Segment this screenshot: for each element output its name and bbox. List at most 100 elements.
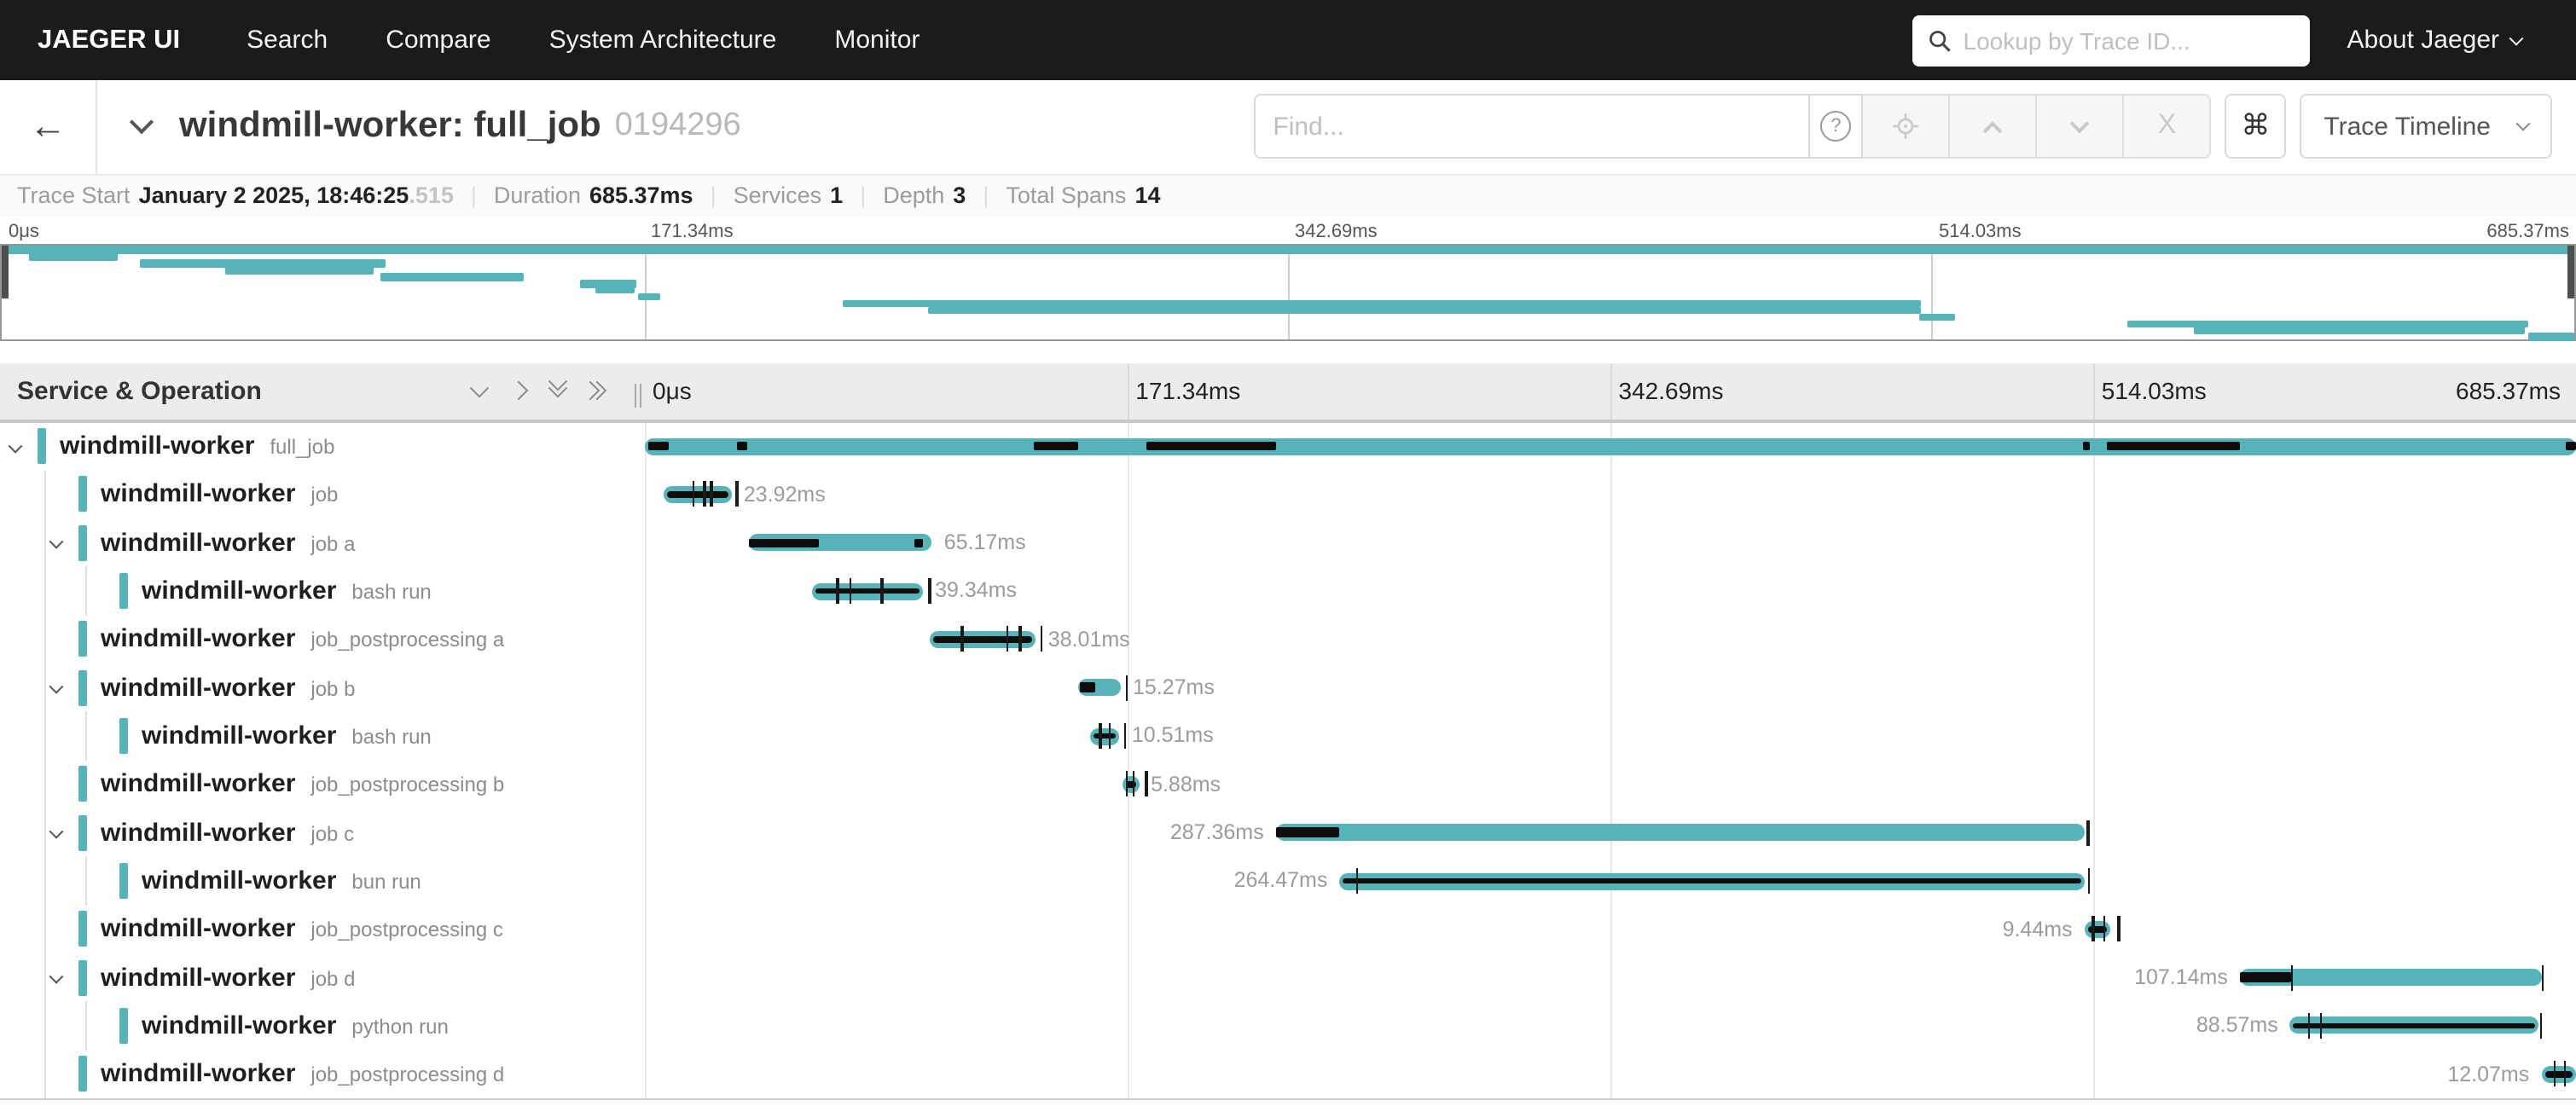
span-row-timeline-cell[interactable]: 10.51ms bbox=[644, 712, 2576, 761]
span-row-label-cell[interactable]: windmill-workerjob_postprocessing b bbox=[0, 760, 644, 808]
span-row[interactable]: windmill-workerjob b 15.27ms bbox=[0, 663, 2576, 712]
span-row-timeline-cell[interactable]: 65.17ms bbox=[644, 518, 2576, 567]
minimap-right-scrubber-handle[interactable] bbox=[2567, 245, 2574, 298]
nav-item-system-architecture[interactable]: System Architecture bbox=[520, 26, 806, 55]
span-service-name: windmill-workerjob c bbox=[101, 818, 354, 847]
span-row[interactable]: windmill-workerjob a65.17ms bbox=[0, 518, 2576, 567]
prev-match-button[interactable] bbox=[1950, 95, 2037, 159]
span-duration-label: 12.07ms bbox=[2447, 1062, 2529, 1086]
span-row[interactable]: windmill-workerjob23.92ms bbox=[0, 471, 2576, 519]
question-circle-icon: ? bbox=[1820, 112, 1851, 142]
span-row-timeline-cell[interactable]: 5.88ms bbox=[644, 760, 2576, 808]
log-marker bbox=[881, 578, 884, 604]
collapse-one-button[interactable] bbox=[472, 384, 485, 397]
span-row-label-cell[interactable]: windmill-workerfull_job bbox=[0, 422, 644, 471]
span-row[interactable]: windmill-workerbash run10.51ms bbox=[0, 712, 2576, 761]
span-row-label-cell[interactable]: windmill-workerjob c bbox=[0, 808, 644, 857]
nav-item-compare[interactable]: Compare bbox=[357, 26, 519, 55]
span-row-label-cell[interactable]: windmill-workerjob_postprocessing c bbox=[0, 905, 644, 953]
span-row[interactable]: windmill-workerjob_postprocessing d 12.07… bbox=[0, 1050, 2576, 1098]
column-resizer-handle[interactable] bbox=[634, 383, 641, 407]
find-input[interactable] bbox=[1254, 95, 1808, 159]
find-help-button[interactable]: ? bbox=[1808, 95, 1863, 159]
span-row-timeline-cell[interactable]: 107.14ms bbox=[644, 953, 2576, 1002]
expand-collapse-chevron[interactable] bbox=[51, 528, 61, 559]
span-row-label-cell[interactable]: windmill-workerbun run bbox=[0, 857, 644, 906]
jaeger-trace-page: JAEGER UI SearchCompareSystem Architectu… bbox=[0, 0, 2576, 1112]
span-row-timeline-cell[interactable]: 38.01ms bbox=[644, 616, 2576, 664]
expand-one-button[interactable] bbox=[511, 384, 525, 397]
span-bar[interactable] bbox=[1123, 776, 1139, 793]
span-bar[interactable] bbox=[748, 535, 931, 552]
span-row-label-cell[interactable]: windmill-workerjob d bbox=[0, 953, 644, 1002]
span-row-label-cell[interactable]: windmill-workerjob bbox=[0, 471, 644, 519]
trace-id-search-input[interactable] bbox=[1964, 26, 2295, 54]
span-row-timeline-cell[interactable]: 15.27ms bbox=[644, 663, 2576, 712]
span-row[interactable]: windmill-workerbash run39.34ms bbox=[0, 567, 2576, 616]
span-row-timeline-cell[interactable]: 23.92ms bbox=[644, 471, 2576, 519]
span-row-timeline-cell[interactable]: 88.57ms bbox=[644, 1002, 2576, 1051]
about-jaeger-menu[interactable]: About Jaeger bbox=[2347, 26, 2521, 55]
span-row-label-cell[interactable]: windmill-workerjob b bbox=[0, 663, 644, 712]
span-row-timeline-cell[interactable]: 264.47ms bbox=[644, 857, 2576, 906]
span-row-label-cell[interactable]: windmill-workerbash run bbox=[0, 567, 644, 616]
span-service-name: windmill-workerjob b bbox=[101, 673, 355, 702]
minimap[interactable] bbox=[0, 243, 2576, 341]
span-row-timeline-cell[interactable]: 287.36ms bbox=[644, 808, 2576, 857]
span-row-label-cell[interactable]: windmill-workerpython run bbox=[0, 1002, 644, 1051]
span-row[interactable]: windmill-workerbun run264.47ms bbox=[0, 857, 2576, 906]
expand-all-button[interactable] bbox=[589, 384, 603, 397]
jaeger-brand[interactable]: JAEGER UI bbox=[24, 25, 194, 55]
span-bar[interactable] bbox=[1276, 824, 2086, 841]
nav-item-monitor[interactable]: Monitor bbox=[805, 26, 949, 55]
span-color-bar bbox=[78, 912, 87, 947]
view-selector-dropdown[interactable]: Trace Timeline bbox=[2300, 95, 2552, 159]
span-row-label-cell[interactable]: windmill-workerjob_postprocessing d bbox=[0, 1050, 644, 1098]
span-bar[interactable] bbox=[2290, 1017, 2539, 1034]
span-row-timeline-cell[interactable] bbox=[644, 422, 2576, 471]
span-bar[interactable] bbox=[1077, 680, 1121, 697]
indent-guide bbox=[44, 471, 45, 519]
expand-collapse-chevron[interactable] bbox=[51, 672, 61, 703]
expand-collapse-chevron[interactable] bbox=[10, 431, 20, 461]
span-row-timeline-cell[interactable]: 9.44ms bbox=[644, 905, 2576, 953]
span-bar[interactable] bbox=[664, 486, 732, 503]
span-bar[interactable] bbox=[1090, 727, 1120, 744]
span-service-name: windmill-workerjob_postprocessing c bbox=[101, 915, 503, 944]
expand-collapse-chevron[interactable] bbox=[51, 962, 61, 993]
span-bar[interactable] bbox=[812, 582, 923, 599]
back-button[interactable]: ← bbox=[0, 80, 97, 173]
span-row[interactable]: windmill-workerjob c 287.36ms bbox=[0, 808, 2576, 857]
span-row[interactable]: windmill-workerjob_postprocessing b5.88m… bbox=[0, 760, 2576, 808]
log-marker bbox=[711, 482, 713, 507]
nav-item-search[interactable]: Search bbox=[218, 26, 357, 55]
locate-match-button[interactable] bbox=[1863, 95, 1950, 159]
span-row[interactable]: windmill-workerjob_postprocessing a38.01… bbox=[0, 616, 2576, 664]
next-match-button[interactable] bbox=[2037, 95, 2124, 159]
chevron-down-icon bbox=[49, 535, 64, 549]
trace-id-search[interactable] bbox=[1912, 14, 2310, 66]
span-row[interactable]: windmill-workerpython run88.57ms bbox=[0, 1002, 2576, 1051]
span-row[interactable]: windmill-workerjob_postprocessing c 9.44m… bbox=[0, 905, 2576, 953]
spacer bbox=[0, 341, 2576, 362]
span-row-timeline-cell[interactable]: 39.34ms bbox=[644, 567, 2576, 616]
span-bar[interactable] bbox=[2541, 1066, 2576, 1083]
span-row-label-cell[interactable]: windmill-workerjob a bbox=[0, 518, 644, 567]
span-row[interactable]: windmill-workerfull_job bbox=[0, 422, 2576, 471]
keyboard-shortcuts-button[interactable]: ⌘ bbox=[2225, 95, 2286, 159]
expand-collapse-chevron[interactable] bbox=[51, 817, 61, 848]
span-row[interactable]: windmill-workerjob d107.14ms bbox=[0, 953, 2576, 1002]
span-bar[interactable] bbox=[1339, 872, 2085, 889]
span-row-label-cell[interactable]: windmill-workerjob_postprocessing a bbox=[0, 616, 644, 664]
span-row-label-cell[interactable]: windmill-workerbash run bbox=[0, 712, 644, 761]
span-bar[interactable] bbox=[2085, 921, 2111, 938]
span-row-timeline-cell[interactable]: 12.07ms bbox=[644, 1050, 2576, 1098]
minimap-left-scrubber-handle[interactable] bbox=[2, 245, 9, 298]
collapse-trace-detail-button[interactable] bbox=[133, 112, 150, 142]
span-bar[interactable] bbox=[2240, 969, 2541, 986]
log-marker bbox=[1356, 868, 1359, 894]
span-bar[interactable] bbox=[644, 437, 2576, 455]
collapse-all-button[interactable] bbox=[550, 384, 564, 397]
clear-find-button[interactable]: X bbox=[2124, 95, 2211, 159]
summary-value: 14 bbox=[1134, 182, 1160, 208]
